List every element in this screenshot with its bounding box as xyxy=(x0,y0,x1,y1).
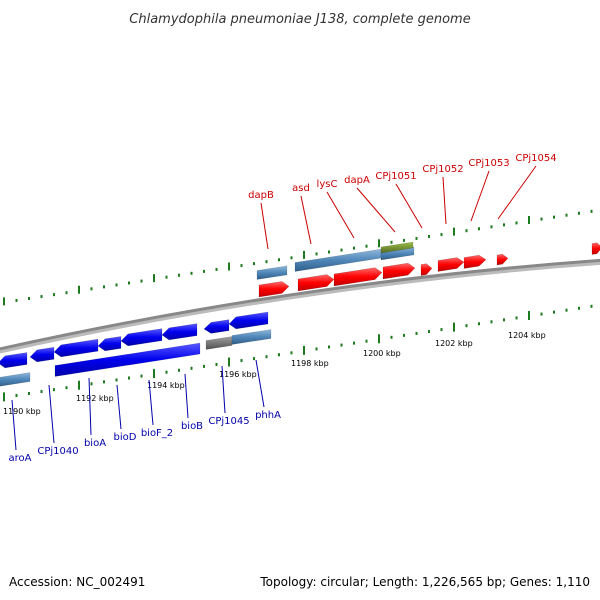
forward-gene-CPj1053 xyxy=(463,254,487,269)
reverse-gene-bioB xyxy=(161,323,198,341)
scale-tick-label: 1198 kbp xyxy=(291,359,329,368)
label-leader-line xyxy=(300,195,312,245)
scale-tick-label: 1204 kbp xyxy=(508,331,546,340)
forward-gene-offscreen xyxy=(591,242,600,255)
forward-gene-dapB xyxy=(258,281,290,298)
forward-gene-CPj1052 xyxy=(437,257,465,272)
forward-gene-CPj1051 xyxy=(420,263,433,276)
backbone-line-shadow xyxy=(0,259,600,354)
reverse-gene-bioD xyxy=(97,336,122,352)
reverse-gene-label: aroA xyxy=(9,453,32,464)
cds-bar xyxy=(0,372,31,387)
label-leader-line xyxy=(88,377,92,436)
backbone-line xyxy=(0,258,600,351)
reverse-gene-label: bioD xyxy=(114,432,137,443)
label-leader-line xyxy=(442,176,447,225)
label-leader-line xyxy=(497,165,537,220)
label-leader-line xyxy=(221,365,226,414)
scale-tick-label: 1194 kbp xyxy=(147,381,185,390)
map-title: Chlamydophila pneumoniae J138, complete … xyxy=(129,12,470,27)
reverse-gene-CPj1040 xyxy=(29,346,55,363)
misc-feature-bar xyxy=(380,241,414,254)
forward-gene-label: asd xyxy=(292,183,310,194)
label-leader-line xyxy=(255,359,265,408)
reverse-gene-aroA xyxy=(0,352,28,369)
label-leader-line xyxy=(260,202,269,250)
forward-gene-label: dapB xyxy=(248,190,274,201)
label-leader-line xyxy=(395,183,423,229)
scale-tick-label: 1192 kbp xyxy=(76,394,114,403)
gray-bar xyxy=(205,336,233,350)
label-leader-line xyxy=(470,170,490,222)
cds-bar xyxy=(231,329,272,345)
forward-gene-label: lysC xyxy=(317,179,338,190)
forward-gene-label: dapA xyxy=(344,175,370,186)
summary-text: Topology: circular; Length: 1,226,565 bp… xyxy=(259,575,590,589)
cds-bar-dark xyxy=(54,342,201,377)
label-leader-line xyxy=(48,384,55,444)
label-leader-line xyxy=(326,191,355,239)
forward-gene-lysC xyxy=(333,267,383,287)
forward-gene-label: CPj1054 xyxy=(515,153,556,164)
scale-tick-label: 1196 kbp xyxy=(219,370,257,379)
label-leader-line xyxy=(148,379,154,426)
reverse-gene-bioF_2 xyxy=(120,328,163,347)
forward-gene-CPj1054 xyxy=(496,253,509,266)
scale-tick-label: 1190 kbp xyxy=(3,407,41,416)
reverse-gene-label: bioB xyxy=(181,421,203,432)
tick-dots xyxy=(3,209,593,402)
reverse-gene-label: phhA xyxy=(255,410,281,421)
scale-tick-label: 1200 kbp xyxy=(363,349,401,358)
reverse-gene-phhA xyxy=(228,311,269,330)
cds-bar xyxy=(256,265,288,280)
cds-bar xyxy=(294,248,382,272)
reverse-gene-label: bioF_2 xyxy=(141,428,173,439)
forward-gene-dapA xyxy=(382,262,416,280)
forward-gene-label: CPj1052 xyxy=(422,164,463,175)
features xyxy=(0,241,600,387)
label-leader-line xyxy=(11,399,17,451)
reverse-gene-label: CPj1040 xyxy=(37,446,78,457)
reverse-gene-CPj1045 xyxy=(203,319,230,334)
label-leader-line xyxy=(184,373,189,419)
accession-text: Accession: NC_002491 xyxy=(9,575,145,589)
backbone xyxy=(0,258,600,354)
reverse-gene-bioA xyxy=(53,338,99,358)
reverse-gene-label: bioA xyxy=(84,438,106,449)
forward-gene-label: CPj1051 xyxy=(375,171,416,182)
scale-ticks: 1190 kbp 1192 kbp 1194 kbp 1196 kbp 1198 kbp… xyxy=(3,331,546,416)
gene-labels: dapB asd lysC dapA CPj1051 CPj1052 CPj1053 CPj1… xyxy=(9,153,557,464)
forward-gene-asd xyxy=(297,274,335,292)
reverse-gene-label: CPj1045 xyxy=(208,416,249,427)
label-leader-line xyxy=(356,187,396,233)
scale-tick-label: 1202 kbp xyxy=(435,339,473,348)
forward-gene-label: CPj1053 xyxy=(468,158,509,169)
label-leader-line xyxy=(116,384,122,430)
